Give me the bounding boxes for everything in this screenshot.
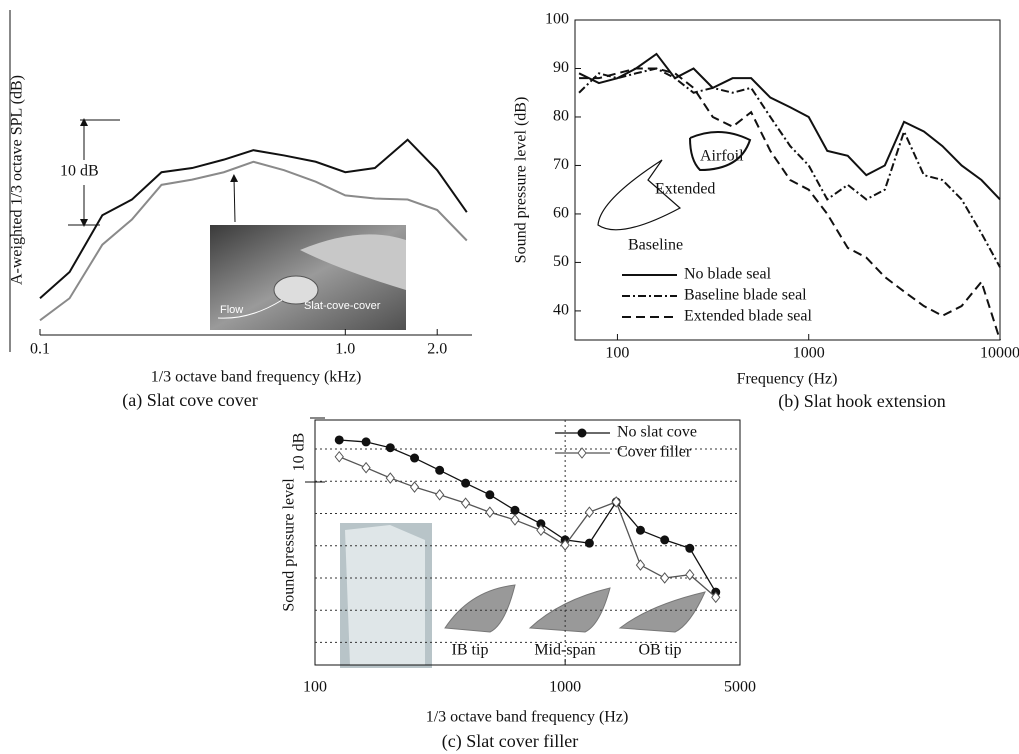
y-axis-title: A-weighted 1/3 octave SPL (dB)	[9, 75, 26, 285]
series-line	[39, 160, 468, 322]
x-tick-label: 5000	[724, 679, 756, 696]
x-tick-label: 1.0	[335, 341, 355, 358]
marker	[435, 465, 445, 475]
y-tick-label: 100	[545, 11, 569, 28]
annotation: 10 dB	[60, 163, 99, 180]
marker	[334, 450, 344, 463]
marker	[711, 591, 721, 604]
caption: (b) Slat hook extension	[778, 391, 945, 412]
pointer-arrow	[230, 174, 239, 223]
annotation: Flow	[220, 304, 243, 316]
marker	[385, 472, 395, 484]
legend-marker	[577, 428, 587, 438]
photo-cover	[273, 275, 319, 305]
x-tick-label: 0.1	[30, 341, 50, 358]
marker	[461, 478, 471, 488]
marker	[635, 559, 646, 571]
marker	[485, 506, 495, 518]
x-axis-title: 1/3 octave band frequency (kHz)	[151, 369, 362, 386]
x-tick-label: 100	[605, 345, 629, 362]
caption: (a) Slat cove cover	[122, 390, 257, 411]
flow-line	[217, 299, 283, 319]
series-line	[339, 439, 717, 593]
marker	[361, 461, 371, 474]
marker	[611, 496, 621, 508]
legend-label: Cover filler	[617, 444, 692, 461]
marker	[435, 488, 445, 501]
marker	[385, 443, 395, 453]
legend-label: Baseline blade seal	[684, 287, 807, 304]
y-tick-label: 40	[553, 302, 569, 319]
slat-sketch	[597, 159, 682, 231]
series-line	[578, 52, 1001, 201]
marker	[536, 524, 546, 537]
series-line	[39, 138, 468, 299]
marker	[361, 437, 371, 447]
marker	[560, 539, 570, 551]
annotation: 10 dB	[291, 433, 308, 472]
plot-frame	[574, 19, 1001, 341]
y-axis-title: Sound pressure level (dB)	[513, 97, 530, 264]
marker	[660, 535, 670, 545]
legend-marker	[577, 447, 587, 459]
plot-frame	[314, 419, 741, 666]
annotation: IB tip	[452, 642, 489, 659]
legend-label: No slat cove	[617, 424, 697, 441]
annotation: Airfoil	[700, 148, 744, 165]
y-tick-label: 60	[553, 205, 569, 222]
marker	[334, 435, 344, 445]
marker	[584, 538, 594, 548]
x-tick-label: 2.0	[427, 341, 447, 358]
x-axis-title: 1/3 octave band frequency (Hz)	[426, 709, 629, 726]
marker	[685, 568, 695, 581]
section-sketch	[618, 591, 706, 633]
x-tick-label: 1000	[549, 679, 581, 696]
x-tick-label: 100	[303, 679, 327, 696]
marker	[510, 514, 520, 526]
annotation: Baseline	[628, 237, 683, 254]
annotation: Slat-cove-cover	[304, 300, 381, 312]
legend-label: No blade seal	[684, 266, 772, 283]
series-line	[338, 456, 717, 598]
section-sketch	[444, 584, 516, 633]
marker	[409, 481, 420, 493]
airfoil-sketch	[689, 130, 752, 172]
y-axis-title: Sound pressure level	[281, 478, 298, 612]
y-tick-label: 80	[553, 108, 569, 125]
y-tick-label: 50	[553, 253, 569, 270]
y-tick-label: 90	[553, 59, 569, 76]
series-line	[579, 67, 1001, 341]
x-tick-label: 10000	[980, 345, 1019, 362]
marker	[635, 525, 645, 535]
annotation: OB tip	[638, 642, 681, 659]
marker	[584, 506, 595, 518]
marker	[410, 453, 420, 463]
annotation: Extended	[655, 181, 715, 198]
x-tick-label: 1000	[793, 345, 825, 362]
marker	[660, 572, 670, 584]
marker	[485, 490, 495, 500]
photo-wing	[345, 525, 425, 665]
marker	[685, 543, 695, 553]
photo-wing	[300, 234, 406, 290]
y-tick-label: 70	[553, 156, 569, 173]
marker	[510, 505, 520, 515]
legend-label: Extended blade seal	[684, 308, 813, 325]
caption: (c) Slat cover filler	[442, 731, 578, 752]
series-line	[578, 67, 1001, 268]
marker	[460, 497, 471, 509]
x-axis-title: Frequency (Hz)	[737, 371, 838, 388]
